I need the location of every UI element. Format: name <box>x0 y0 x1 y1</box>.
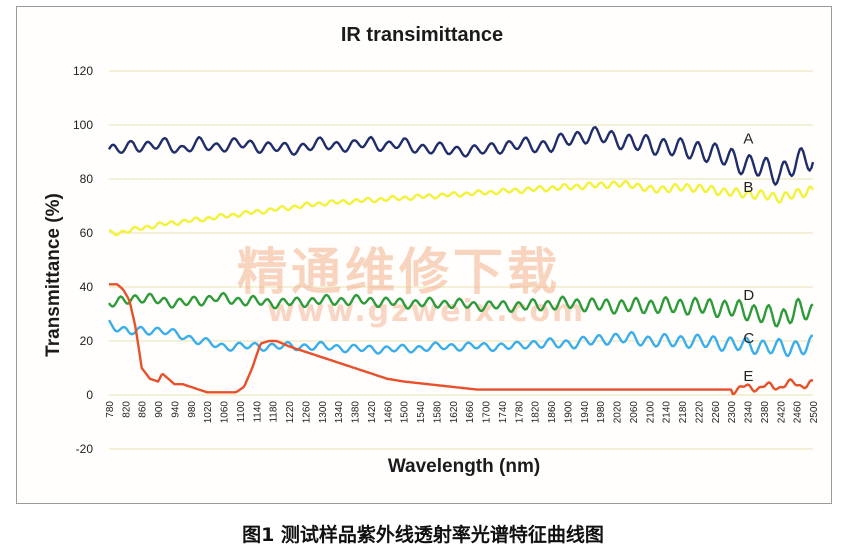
x-axis-title: Wavelength (nm) <box>388 456 540 477</box>
y-axis-title: Transmittance (%) <box>43 193 64 357</box>
series-label-c: C <box>743 330 754 347</box>
x-tick-label: 2300 <box>727 401 738 424</box>
x-tick-label: 900 <box>154 401 165 418</box>
x-tick-label: 1580 <box>432 401 443 424</box>
x-tick-label: 2420 <box>776 401 787 424</box>
y-tick-label: 100 <box>73 118 93 132</box>
x-tick-label: 980 <box>187 401 198 418</box>
y-tick-label: 40 <box>80 280 94 294</box>
x-tick-label: 2020 <box>613 401 624 424</box>
x-tick-label: 2340 <box>744 401 755 424</box>
x-tick-label: 1540 <box>416 401 427 424</box>
x-tick-label: 1700 <box>482 401 493 424</box>
x-tick-label: 2140 <box>662 401 673 424</box>
x-tick-label: 1740 <box>498 401 509 424</box>
x-tick-label: 2060 <box>629 401 640 424</box>
x-tick-label: 2220 <box>694 401 705 424</box>
series-line-a <box>107 125 815 186</box>
x-tick-labels: 780 820 860 900 940 980 1020 1060 1100 1140 1180 12… <box>105 401 820 424</box>
x-tick-label: 2100 <box>645 401 656 424</box>
series-label-a: A <box>743 130 753 147</box>
x-tick-label: 1820 <box>531 401 542 424</box>
y-tick-labels: -20 0 20 40 60 80 100 120 <box>73 64 93 456</box>
y-tick-label: -20 <box>76 442 94 456</box>
y-tick-label: 0 <box>86 388 93 402</box>
series-line-b <box>108 179 815 237</box>
chart-title: IR transimittance <box>341 24 503 46</box>
x-tick-label: 1460 <box>383 401 394 424</box>
series-label-d: D <box>743 287 754 304</box>
x-tick-label: 1060 <box>220 401 231 424</box>
x-tick-label: 1620 <box>449 401 460 424</box>
series-line-e <box>109 283 814 396</box>
series-line-c <box>107 319 814 357</box>
x-tick-label: 1420 <box>367 401 378 424</box>
x-tick-label: 1220 <box>285 401 296 424</box>
x-tick-label: 780 <box>105 401 116 418</box>
x-tick-label: 1980 <box>596 401 607 424</box>
x-tick-label: 1300 <box>318 401 329 424</box>
series-labels: A B C D E <box>743 130 754 385</box>
x-tick-label: 1500 <box>400 401 411 424</box>
watermark: 精通维修下载 www.gzweix.com <box>237 243 583 329</box>
x-tick-label: 1380 <box>351 401 362 424</box>
x-tick-label: 820 <box>121 401 132 418</box>
y-tick-label: 80 <box>80 172 94 186</box>
x-tick-label: 1100 <box>236 401 247 423</box>
series-line-d <box>108 291 814 328</box>
x-tick-label: 1900 <box>563 401 574 424</box>
figure-caption: 图1 测试样品紫外线透射率光谱特征曲线图 <box>242 524 604 546</box>
x-tick-label: 1140 <box>252 401 263 423</box>
x-tick-label: 1940 <box>580 401 591 424</box>
x-tick-label: 2380 <box>760 401 771 424</box>
watermark-text: 精通维修下载 <box>237 243 561 301</box>
x-tick-label: 1180 <box>269 401 280 423</box>
x-tick-label: 1260 <box>301 401 312 424</box>
chart-frame: 精通维修下载 www.gzweix.com A B C D E -20 0 20 40 60 80… <box>16 6 832 504</box>
y-tick-label: 120 <box>73 64 93 78</box>
x-tick-label: 2180 <box>678 401 689 424</box>
series-label-e: E <box>743 368 753 385</box>
y-tick-label: 20 <box>80 334 94 348</box>
x-tick-label: 1860 <box>547 401 558 424</box>
series-label-b: B <box>743 179 753 196</box>
x-tick-label: 2260 <box>711 401 722 424</box>
chart: 精通维修下载 www.gzweix.com A B C D E -20 0 20 40 60 80… <box>43 24 820 477</box>
x-tick-label: 940 <box>170 401 181 418</box>
x-tick-label: 2500 <box>809 401 820 424</box>
x-tick-label: 1660 <box>465 401 476 424</box>
x-tick-label: 1780 <box>514 401 525 424</box>
x-tick-label: 1340 <box>334 401 345 424</box>
x-tick-label: 2460 <box>793 401 804 424</box>
y-tick-label: 60 <box>80 226 94 240</box>
x-tick-label: 1020 <box>203 401 214 424</box>
series-lines <box>107 125 815 396</box>
x-tick-label: 860 <box>138 401 149 418</box>
gridlines <box>109 70 813 450</box>
